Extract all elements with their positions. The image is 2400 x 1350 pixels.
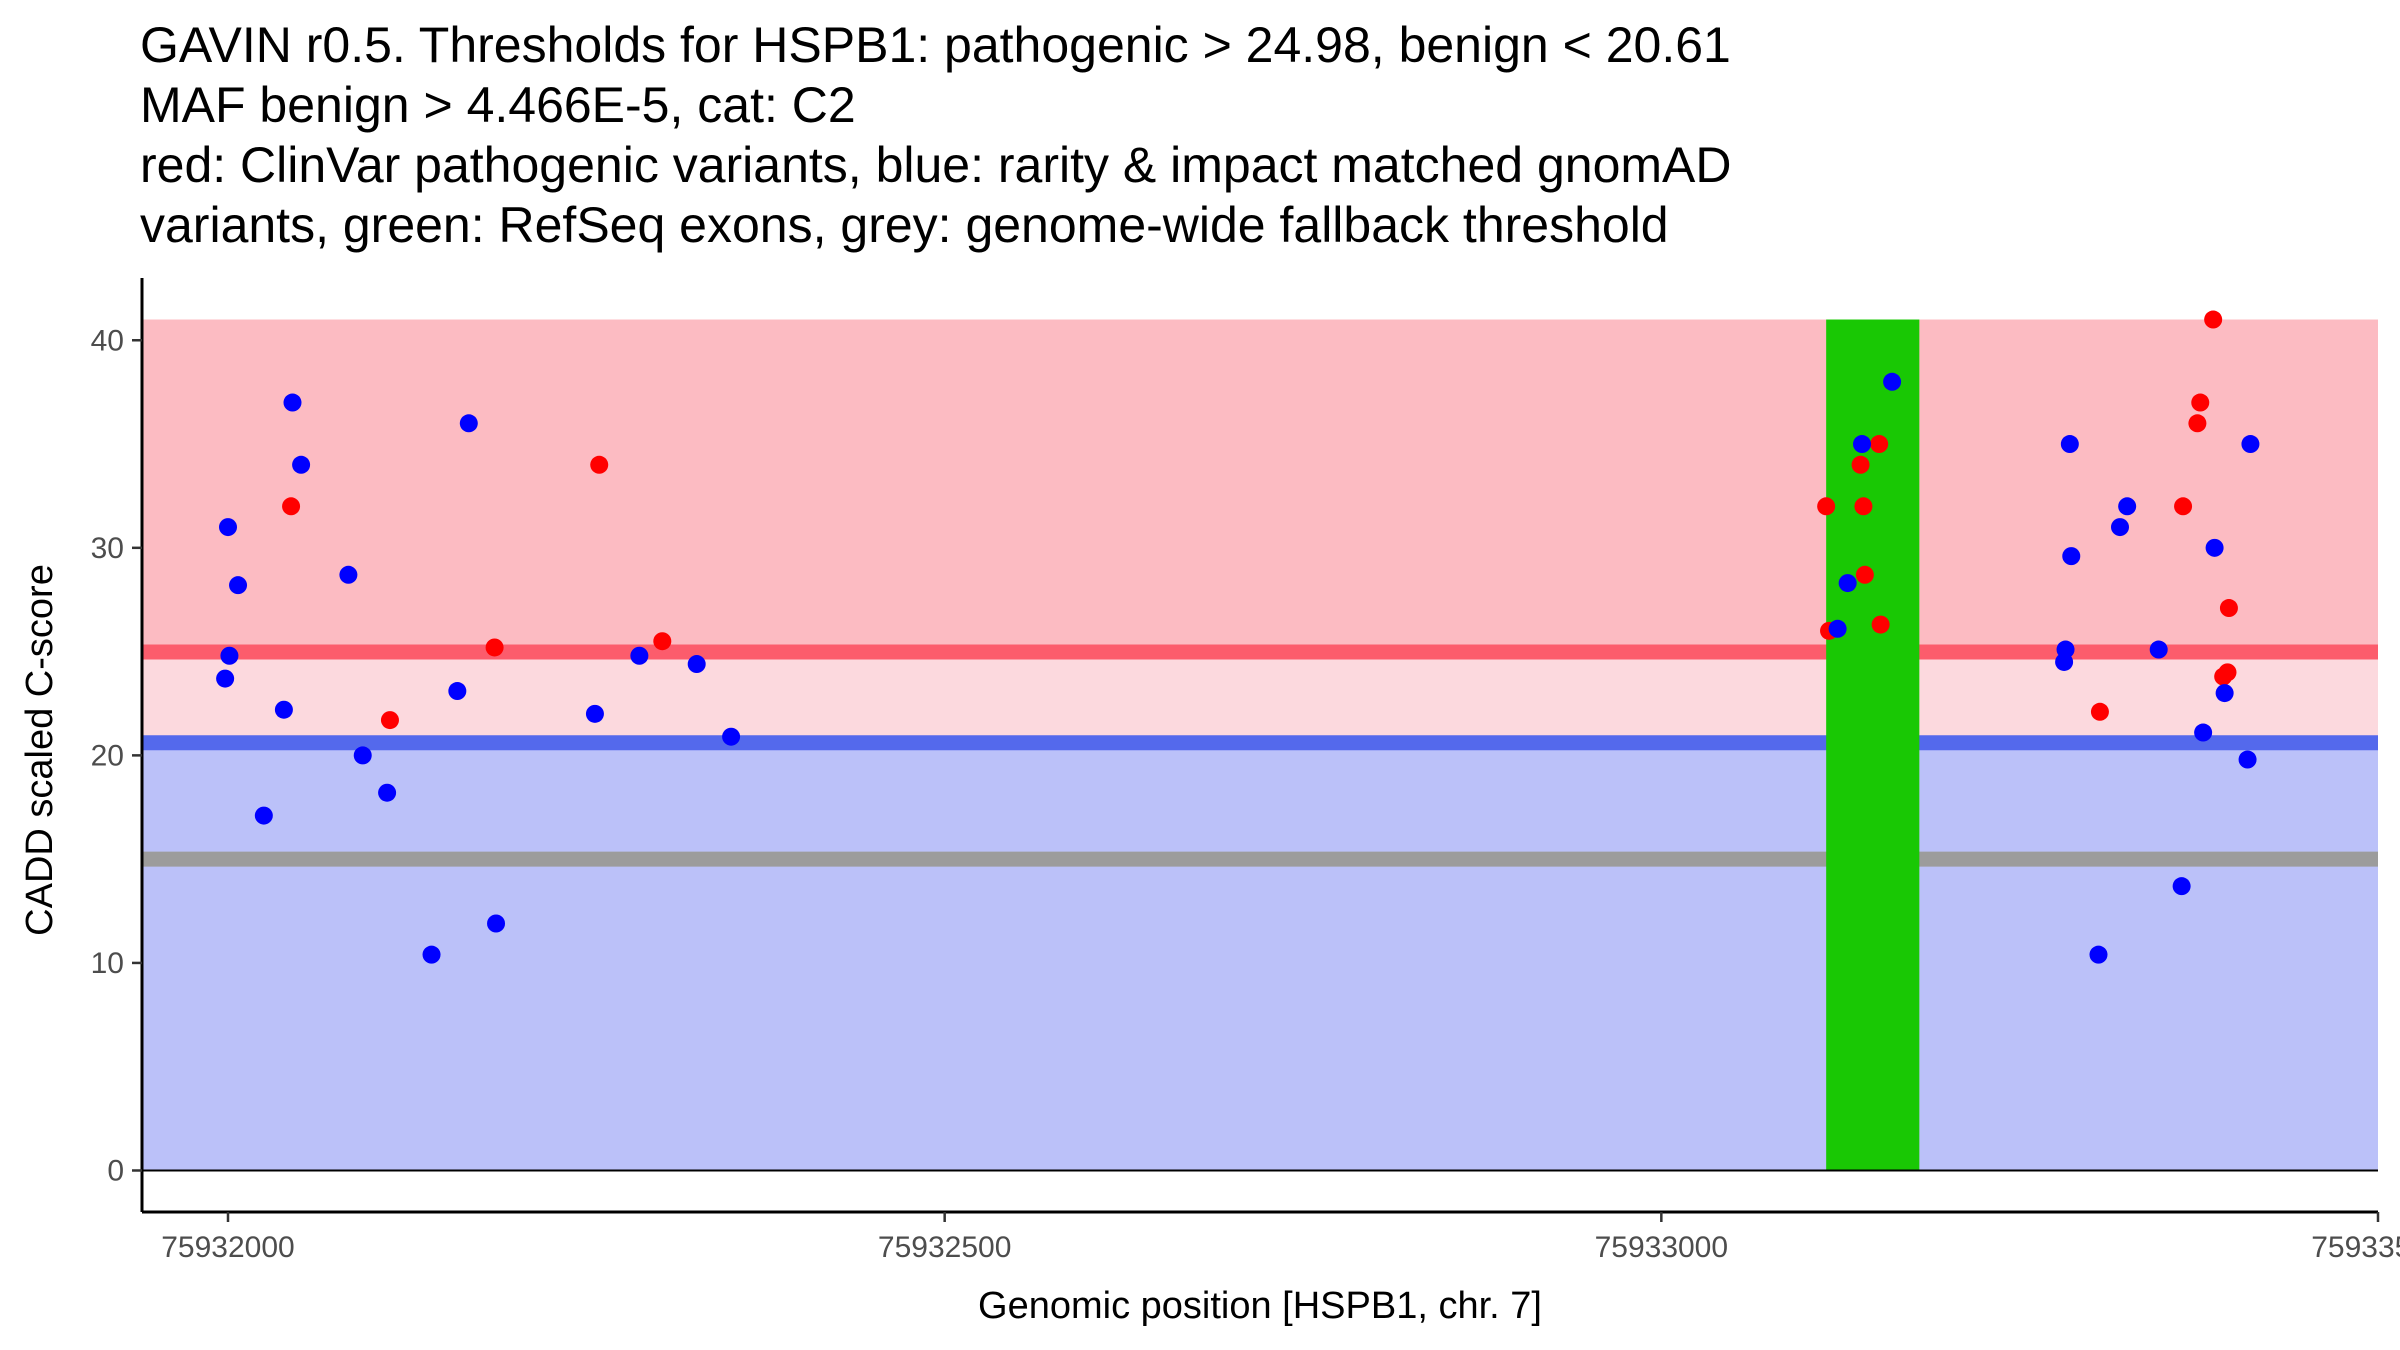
- gnomad-point: [1838, 574, 1857, 593]
- gnomad-point: [2118, 497, 2137, 516]
- gnomad-point: [2056, 640, 2075, 659]
- x-tick-label: 75932500: [878, 1231, 1011, 1264]
- x-axis-title: Genomic position [HSPB1, chr. 7]: [978, 1285, 1542, 1327]
- uncertain-zone-band: [142, 652, 2378, 743]
- gnomad-point: [339, 565, 358, 584]
- y-axis-title: CADD scaled C-score: [19, 564, 61, 936]
- axes: 0 10 20 30 40 75932000 75932500 75933000 7593350…: [91, 278, 2400, 1264]
- gnomad-point: [378, 783, 397, 802]
- gnomad-point: [2089, 945, 2108, 964]
- exon-bar: [1826, 319, 1920, 1171]
- gnomad-point: [630, 646, 649, 665]
- gnomad-point: [422, 945, 441, 964]
- gnomad-point: [2149, 640, 2168, 659]
- gnomad-point: [254, 806, 273, 825]
- gnomad-point: [2172, 877, 2191, 896]
- gnomad-point: [229, 576, 248, 595]
- title-line-2: MAF benign > 4.466E-5, cat: C2: [140, 77, 856, 133]
- gnomad-point: [722, 727, 741, 746]
- clinvar-point: [653, 632, 672, 651]
- data-points: [216, 310, 2260, 964]
- plot-panel: [142, 319, 2378, 1172]
- gnomad-point: [1883, 372, 1902, 391]
- clinvar-point: [282, 497, 301, 516]
- gnomad-points: [216, 372, 2260, 964]
- clinvar-point: [1817, 497, 1836, 516]
- clinvar-point: [380, 711, 399, 730]
- clinvar-point: [1870, 435, 1889, 454]
- gnomad-point: [2062, 547, 2081, 566]
- x-tick-label: 75932000: [161, 1231, 294, 1264]
- gnomad-point: [2111, 518, 2129, 537]
- chart-title: GAVIN r0.5. Thresholds for HSPB1: pathog…: [140, 17, 1731, 253]
- clinvar-point: [1871, 615, 1890, 634]
- gnomad-point: [283, 393, 302, 412]
- gnomad-point: [448, 682, 467, 701]
- gnomad-point: [2241, 435, 2260, 454]
- pathogenic-zone-band: [142, 319, 2378, 653]
- y-tick-label: 10: [91, 947, 124, 980]
- x-tick-label: 75933500: [2311, 1231, 2400, 1264]
- x-tick-label: 75933000: [1595, 1231, 1728, 1264]
- benign-zone-band: [142, 742, 2378, 1171]
- title-line-3: red: ClinVar pathogenic variants, blue: …: [140, 137, 1731, 193]
- gnomad-point: [687, 655, 706, 674]
- title-line-4: variants, green: RefSeq exons, grey: gen…: [140, 197, 1669, 253]
- clinvar-point: [1851, 455, 1870, 474]
- title-line-1: GAVIN r0.5. Thresholds for HSPB1: pathog…: [140, 17, 1731, 73]
- clinvar-point: [590, 455, 609, 474]
- y-tick-label: 20: [91, 739, 124, 772]
- gnomad-point: [1828, 619, 1847, 638]
- gnomad-point: [274, 700, 293, 719]
- clinvar-point: [2219, 599, 2238, 618]
- gnomad-point: [2060, 435, 2079, 454]
- y-tick-label: 40: [91, 324, 124, 357]
- clinvar-point: [2188, 414, 2207, 433]
- gnomad-point: [487, 914, 506, 933]
- clinvar-point: [2174, 497, 2193, 516]
- clinvar-point: [2204, 310, 2223, 329]
- gnomad-point: [2215, 684, 2234, 703]
- clinvar-point: [1854, 497, 1873, 516]
- clinvar-point: [1855, 565, 1874, 584]
- gnomad-point: [292, 455, 311, 474]
- gnomad-point: [2238, 750, 2257, 769]
- gnomad-point: [2194, 723, 2213, 742]
- gnomad-point: [220, 646, 239, 665]
- clinvar-points: [282, 310, 2238, 730]
- clinvar-point: [2218, 663, 2237, 682]
- clinvar-point: [2090, 702, 2109, 721]
- gnomad-point: [585, 704, 604, 723]
- gnomad-point: [1853, 435, 1871, 454]
- gnomad-point: [216, 669, 235, 688]
- gnomad-point: [353, 746, 372, 765]
- clinvar-point: [2191, 393, 2210, 412]
- y-tick-label: 30: [91, 532, 124, 565]
- gnomad-point: [2205, 538, 2224, 557]
- gnomad-point: [219, 518, 237, 537]
- y-tick-label: 0: [107, 1154, 124, 1187]
- clinvar-point: [485, 638, 504, 657]
- gnomad-point: [459, 414, 478, 433]
